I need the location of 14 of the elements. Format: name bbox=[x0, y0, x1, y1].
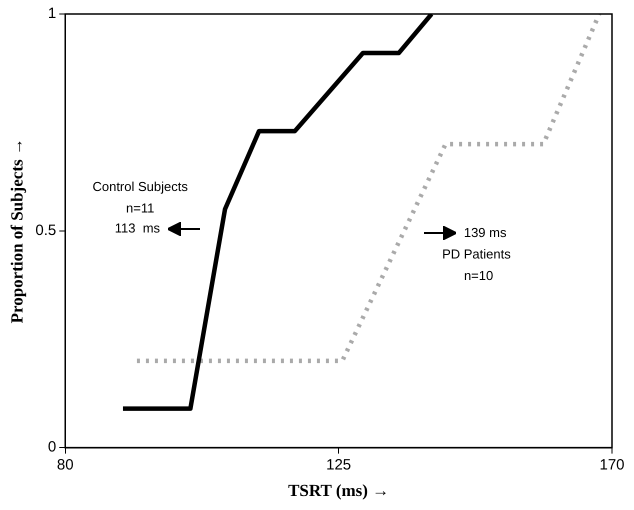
annotation: Control Subjects bbox=[92, 179, 188, 194]
x-axis-title: TSRT (ms) → bbox=[288, 481, 390, 500]
y-tick-label: 1 bbox=[48, 5, 56, 22]
x-tick-label: 80 bbox=[56, 456, 74, 474]
annotation: 139 ms bbox=[464, 224, 507, 240]
y-tick-label: 0.5 bbox=[35, 222, 56, 239]
y-axis-title: Proportion of Subjects → bbox=[8, 138, 27, 324]
annotation: 113 ms bbox=[114, 220, 161, 236]
y-tick-label: 0 bbox=[48, 438, 56, 456]
annotation: n=10 bbox=[464, 268, 494, 283]
x-tick-label: 170 bbox=[599, 456, 625, 474]
x-tick-label: 125 bbox=[326, 456, 352, 474]
annotation: n=11 bbox=[126, 200, 154, 216]
annotation: PD Patients bbox=[442, 246, 512, 262]
